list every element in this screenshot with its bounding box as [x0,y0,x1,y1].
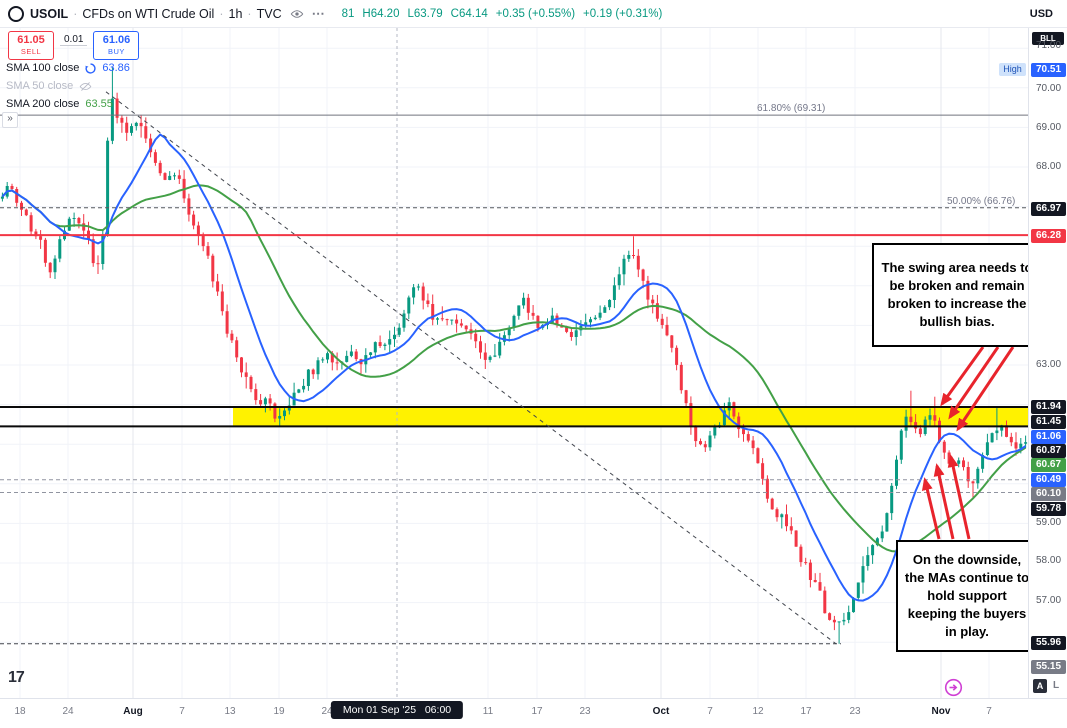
title-separator: · [219,6,224,21]
price-label-70.00: 70.00 [1035,83,1062,94]
sell-price: 61.05 [17,34,45,46]
time-axis[interactable]: Mon 01 Sep '25 06:00 18 24 Aug 7 13 19 24 11 17 2… [0,698,1067,728]
sell-button[interactable]: 61.05 SELL [8,31,54,60]
time-label-13: 13 [224,706,236,717]
time-label-Aug: Aug [123,706,143,717]
unit-badge: BLL [1032,32,1064,45]
chart-area: 61.05 SELL 0.01 61.06 BUY SMA 100 close 6… [0,28,1042,698]
price-label-60.87: 60.87 [1031,444,1066,458]
title-separator: · [73,6,78,21]
annotation-box-ma-support[interactable]: On the downside, the MAs continue to hol… [896,540,1038,652]
time-label-11: 11 [482,706,494,717]
price-label-66.28: 66.28 [1031,229,1066,243]
ohlc-token: +0.35 (+0.55%) [495,7,576,20]
price-label-60.67: 60.67 [1031,458,1066,472]
time-label-23: 23 [849,706,861,717]
price-scale[interactable]: BLL 71.00 70.51 70.00 69.00 68.00 66.97 66.28 6… [1028,28,1067,698]
time-label-17: 17 [800,706,812,717]
ohlc-readout: 81 H64.20 L63.79 C64.14 +0.35 (+0.55%) +0.19 … [342,8,663,20]
crosshair-date-tooltip: Mon 01 Sep '25 06:00 [330,701,464,719]
time-label-17: 17 [531,706,543,717]
eye-slash-icon[interactable] [79,80,92,93]
indicator-loading-icon [85,62,96,74]
price-label-66.97: 66.97 [1031,202,1066,216]
price-label-68.00: 68.00 [1035,161,1062,172]
price-label-57.00: 57.00 [1035,595,1062,606]
ohlc-token: 81 [341,7,355,20]
buy-price: 61.06 [102,34,131,46]
price-label-61.94: 61.94 [1031,400,1066,414]
indicator-row[interactable]: SMA 200 close 63.55 [6,95,130,113]
time-label-19: 19 [273,706,285,717]
ohlc-token: +0.19 (+0.31%) [583,7,663,20]
more-options-icon[interactable]: ⋯ [311,5,326,21]
symbol-description: CFDs on WTI Crude Oil [82,6,215,21]
time-label-Nov: Nov [931,706,951,717]
visibility-eye-icon[interactable] [290,7,304,21]
interval-label[interactable]: 1h [228,6,243,21]
price-label-71.00: 71.00 [1035,40,1062,51]
price-label-59.00: 59.00 [1035,517,1062,528]
price-label-55.96: 55.96 [1031,636,1066,650]
title-separator: · [247,6,252,21]
auto-scale-button[interactable]: A [1033,679,1047,693]
price-label-59.78: 59.78 [1031,502,1066,516]
indicator-value: 63.55 [85,98,113,110]
chart-topbar: USOIL · CFDs on WTI Crude Oil · 1h · TVC… [0,0,1067,28]
price-label-61.06: 61.06 [1031,430,1066,444]
time-label-12: 12 [752,706,764,717]
time-label-Oct: Oct [652,706,670,717]
price-label-55.15: 55.15 [1031,660,1066,674]
price-label-70.51: 70.51 [1031,63,1066,77]
time-label-23: 23 [579,706,591,717]
go-to-realtime-button[interactable] [944,678,963,697]
currency-label: USD [1029,7,1053,20]
time-label-18: 18 [14,706,26,717]
price-label-60.49: 60.49 [1031,473,1066,487]
time-label-24: 24 [321,706,333,717]
time-label-24: 24 [62,706,74,717]
symbol-logo-icon [8,5,24,22]
price-label-69.00: 69.00 [1035,122,1062,133]
indicator-legend: SMA 100 close 63.86 SMA 50 close SMA 200 cl… [6,59,130,113]
price-label-63.00: 63.00 [1035,359,1062,370]
indicator-row[interactable]: SMA 50 close [6,77,130,95]
symbol-name: USOIL [30,6,69,21]
ohlc-token: H64.20 [362,7,400,20]
sell-label: SELL [20,47,42,56]
indicator-row[interactable]: SMA 100 close 63.86 [6,59,130,77]
trade-panel: 61.05 SELL 0.01 61.06 BUY [8,31,140,60]
fib-level-label-500: 50.00% (66.76) [947,196,1016,207]
price-label-58.00: 58.00 [1035,555,1062,566]
indicator-label: SMA 100 close [6,62,80,74]
toolbar-expand-icon[interactable]: » [2,112,18,128]
buy-button[interactable]: 61.06 BUY [93,31,140,60]
indicator-value: 63.86 [102,62,130,74]
quantity-field[interactable]: 0.01 [60,33,88,46]
buy-label: BUY [108,47,125,56]
fib-level-label-618: 61.80% (69.31) [757,103,826,114]
time-label-7: 7 [179,706,185,717]
price-label-61.45: 61.45 [1031,415,1066,429]
symbol-title[interactable]: USOIL · CFDs on WTI Crude Oil · 1h · TVC [30,7,282,21]
log-scale-button[interactable]: L [1053,680,1060,691]
chart-canvas[interactable] [0,28,1028,698]
high-chip: High [999,63,1026,76]
time-label-7: 7 [707,706,713,717]
annotation-arrows [921,346,1015,540]
chart-canvas-host [0,28,1028,698]
exchange-label: TVC [256,6,282,21]
indicator-label: SMA 200 close [6,98,80,110]
tradingview-logo[interactable]: 17 [8,669,25,686]
indicator-label: SMA 50 close [6,80,74,92]
annotation-box-swing-area[interactable]: The swing area needs to be broken and re… [872,243,1042,347]
price-label-60.10: 60.10 [1031,487,1066,501]
ohlc-token: L63.79 [407,7,443,20]
ohlc-token: C64.14 [450,7,488,20]
time-label-7: 7 [986,706,992,717]
